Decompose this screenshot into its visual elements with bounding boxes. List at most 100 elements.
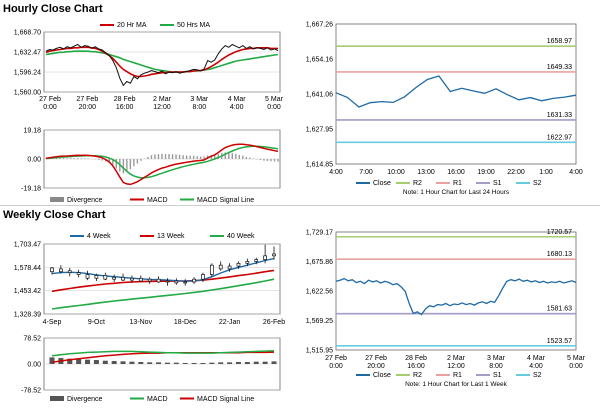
hourly-levels-x-tick: 4:00 bbox=[569, 169, 583, 176]
weekly-price-y-tick: 1,578.44 bbox=[14, 265, 41, 272]
weekly-divergence-bar bbox=[235, 362, 241, 364]
hourly-levels-x-tick: 1:00 bbox=[539, 169, 553, 176]
hourly-price-x-tick: 4 Mar 4:00 bbox=[228, 96, 247, 111]
weekly-divergence-bar bbox=[200, 363, 206, 364]
weekly-macd-line bbox=[51, 350, 275, 357]
weekly-levels-level-r2-label: 1720.57 bbox=[547, 229, 572, 236]
weekly-candle-body bbox=[192, 278, 196, 283]
weekly-divergence-bar bbox=[111, 361, 117, 364]
weekly-price-x-tick: 22-Jan bbox=[219, 319, 241, 326]
hourly-levels-y-tick: 1,641.06 bbox=[306, 92, 333, 99]
hourly-price-y-tick: 1,560.00 bbox=[14, 90, 41, 97]
weekly-candle-body bbox=[227, 265, 232, 270]
weekly-candle-body bbox=[94, 275, 99, 279]
weekly-price-x-tick: 18-Dec bbox=[174, 319, 197, 326]
weekly-levels-chart: 1,729.17 1,675.86 1,622.56 1,569.25 1,515.95… bbox=[306, 229, 586, 388]
weekly-candle-body bbox=[76, 272, 81, 275]
weekly-levels-x-tick: 27 Feb 0:00 bbox=[325, 355, 347, 370]
weekly-divergence-bar bbox=[76, 359, 82, 364]
weekly-levels-y-tick: 1,569.25 bbox=[306, 318, 333, 325]
weekly-divergence-bar bbox=[262, 361, 268, 364]
hourly-levels-x-tick: 22:00 bbox=[507, 169, 525, 176]
weekly-candle-body bbox=[138, 277, 143, 282]
hourly-levels-legend-label: R2 bbox=[413, 180, 422, 187]
weekly-macd-y-tick: 0.00 bbox=[27, 362, 41, 369]
weekly-levels-legend-label: R1 bbox=[453, 372, 462, 379]
hourly-ma50-line bbox=[45, 50, 279, 73]
weekly-divergence-bar bbox=[138, 362, 144, 364]
weekly-levels-x-tick: 5 Mar 0:00 bbox=[567, 355, 586, 370]
weekly-divergence-bar bbox=[218, 362, 224, 364]
hourly-levels-level-s1-label: 1631.33 bbox=[547, 112, 572, 119]
weekly-divergence-bar bbox=[156, 362, 162, 364]
weekly-macd-legend-label: MACD bbox=[147, 396, 168, 403]
hourly-levels-level-r2-label: 1658.97 bbox=[547, 38, 572, 45]
weekly-candle-body bbox=[112, 276, 117, 280]
section-divider bbox=[0, 205, 600, 206]
weekly-levels-level-s1-label: 1581.63 bbox=[547, 306, 572, 313]
weekly-levels-y-tick: 1,622.56 bbox=[306, 289, 333, 296]
hourly-levels-x-tick: 4:00 bbox=[329, 169, 343, 176]
weekly-macd-y-tick: 78.52 bbox=[23, 336, 41, 343]
weekly-candle-body bbox=[272, 253, 276, 257]
hourly-macd-legend-label: MACD bbox=[147, 197, 168, 204]
weekly-ma40-line bbox=[51, 278, 275, 310]
weekly-levels-close-line bbox=[335, 277, 577, 316]
weekly-levels-frame bbox=[335, 231, 577, 351]
hourly-macd-y-tick: -19.18 bbox=[21, 186, 41, 193]
weekly-divergence-bar bbox=[227, 362, 233, 364]
weekly-price-legend-label: 13 Week bbox=[157, 233, 185, 240]
hourly-macd-legend-label: MACD Signal Line bbox=[197, 197, 254, 204]
weekly-divergence-bar bbox=[191, 363, 197, 364]
hourly-levels-level-s2-label: 1622.97 bbox=[547, 134, 572, 141]
hourly-levels-legend-label: S1 bbox=[493, 180, 502, 187]
hourly-price-x-tick: 5 Mar 0:00 bbox=[265, 96, 284, 111]
weekly-candle-body bbox=[130, 277, 134, 281]
weekly-candle-body bbox=[183, 281, 188, 284]
weekly-candle-body bbox=[50, 267, 54, 273]
hourly-macd-legend-label: Divergence bbox=[67, 197, 103, 204]
weekly-price-y-tick: 1,703.47 bbox=[14, 242, 41, 249]
weekly-price-x-tick: 26-Feb bbox=[263, 319, 285, 326]
hourly-price-x-tick: 27 Feb 20:00 bbox=[76, 96, 98, 111]
hourly-levels-chart: 1,667.26 1,654.16 1,641.06 1,627.95 1,614.85… bbox=[306, 22, 583, 197]
weekly-price-chart: 1,703.47 1,578.44 1,453.42 1,328.394-Sep 9-O… bbox=[14, 233, 285, 326]
hourly-ma20-line bbox=[45, 46, 278, 78]
weekly-candle-body bbox=[209, 264, 214, 275]
hourly-levels-note: Note: 1 Hour Chart for Last 24 Hours bbox=[403, 189, 510, 196]
hourly-levels-y-tick: 1,614.85 bbox=[306, 162, 333, 169]
weekly-divergence-bar bbox=[147, 362, 153, 364]
weekly-macd-legend-label: MACD Signal Line bbox=[197, 396, 254, 403]
weekly-candle-body bbox=[165, 280, 170, 283]
hourly-section-title: Hourly Close Chart bbox=[3, 3, 103, 15]
weekly-macd-y-tick: -78.52 bbox=[21, 388, 41, 395]
weekly-price-frame bbox=[43, 243, 281, 315]
weekly-divergence-bar bbox=[271, 361, 277, 364]
hourly-price-x-tick: 2 Mar 12:00 bbox=[153, 96, 172, 111]
hourly-levels-x-tick: 10:00 bbox=[387, 169, 405, 176]
hourly-price-y-tick: 1,668.70 bbox=[14, 30, 41, 37]
hourly-price-x-tick: 3 Mar 8:00 bbox=[190, 96, 209, 111]
weekly-divergence-bar bbox=[244, 362, 250, 364]
weekly-levels-x-tick: 3 Mar 8:00 bbox=[487, 355, 506, 370]
weekly-price-x-tick: 9-Oct bbox=[88, 319, 105, 326]
weekly-price-legend-label: 40 Week bbox=[227, 233, 255, 240]
weekly-macd-chart: 78.52 0.00 -78.52 Divergence MACD MACD Signal… bbox=[21, 336, 281, 403]
hourly-levels-level-r1-label: 1649.33 bbox=[547, 64, 572, 71]
hourly-levels-y-tick: 1,627.95 bbox=[306, 127, 333, 134]
hourly-macd-line bbox=[45, 143, 279, 186]
weekly-price-x-tick: 4-Sep bbox=[43, 319, 62, 326]
weekly-candle-body bbox=[245, 261, 250, 264]
weekly-section-title: Weekly Close Chart bbox=[3, 209, 106, 221]
weekly-candle-body bbox=[121, 276, 125, 281]
hourly-levels-legend-label: R1 bbox=[453, 180, 462, 187]
weekly-divergence-bar bbox=[173, 362, 179, 364]
weekly-price-x-tick: 13-Nov bbox=[130, 319, 153, 326]
weekly-levels-note: Note: 1 Hour Chart for Last 1 Week bbox=[405, 381, 508, 388]
weekly-price-y-tick: 1,453.42 bbox=[14, 288, 41, 295]
weekly-levels-y-tick: 1,675.86 bbox=[306, 259, 333, 266]
weekly-ma4-line bbox=[51, 257, 275, 282]
hourly-price-y-tick: 1,596.24 bbox=[14, 70, 41, 77]
weekly-divergence-bar bbox=[209, 362, 215, 364]
